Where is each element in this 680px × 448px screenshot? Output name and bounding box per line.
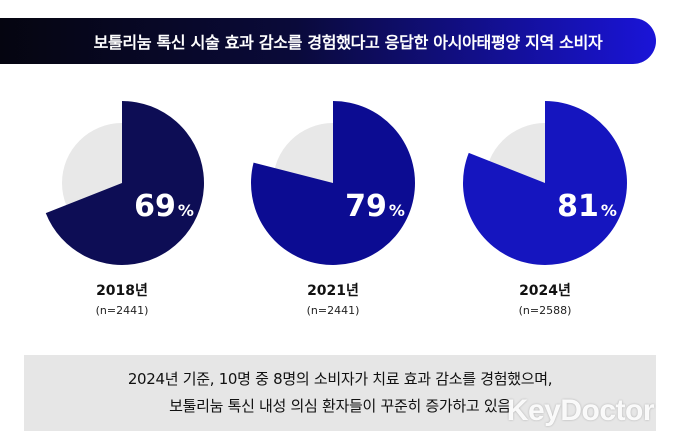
pie-slice-2018: [45, 101, 204, 265]
pie-charts: 69% 79% 81%: [45, 101, 627, 265]
pie-value-number-2021: 79: [345, 189, 387, 224]
sample-size-2024: (n=2588): [518, 304, 572, 317]
year-label-2018: 2018년: [96, 283, 148, 299]
note-line-2: 보툴리눔 톡신 내성 의심 환자들이 꾸준히 증가하고 있음: [169, 397, 511, 415]
pie-slice-2024: [462, 101, 627, 265]
note-line-1: 2024년 기준, 10명 중 8명의 소비자가 치료 효과 감소를 경험했으며…: [127, 370, 553, 388]
pie-value-number-2024: 81: [557, 189, 599, 224]
pie-value-label-2021: 79%: [345, 189, 405, 224]
pie-value-unit-2024: %: [601, 201, 617, 220]
year-label-2024: 2024년: [519, 283, 571, 299]
pie-value-label-2018: 69%: [134, 189, 194, 224]
sample-size-2021: (n=2441): [306, 304, 360, 317]
chart-title: 보툴리눔 톡신 시술 효과 감소를 경험했다고 응답한 아시아태평양 지역 소비…: [93, 33, 603, 52]
pie-slice-2021: [251, 101, 416, 265]
sample-size-2018: (n=2441): [95, 304, 149, 317]
pie-value-label-2024: 81%: [557, 189, 617, 224]
title-bar: 보툴리눔 톡신 시술 효과 감소를 경험했다고 응답한 아시아태평양 지역 소비…: [0, 18, 656, 64]
pie-value-unit-2021: %: [389, 201, 405, 220]
pie-value-unit-2018: %: [178, 201, 194, 220]
keydoctor-watermark: KeyDoctor: [506, 394, 655, 427]
year-label-2021: 2021년: [307, 283, 359, 299]
summary-note: 2024년 기준, 10명 중 8명의 소비자가 치료 효과 감소를 경험했으며…: [24, 355, 656, 431]
pie-value-number-2018: 69: [134, 189, 176, 224]
